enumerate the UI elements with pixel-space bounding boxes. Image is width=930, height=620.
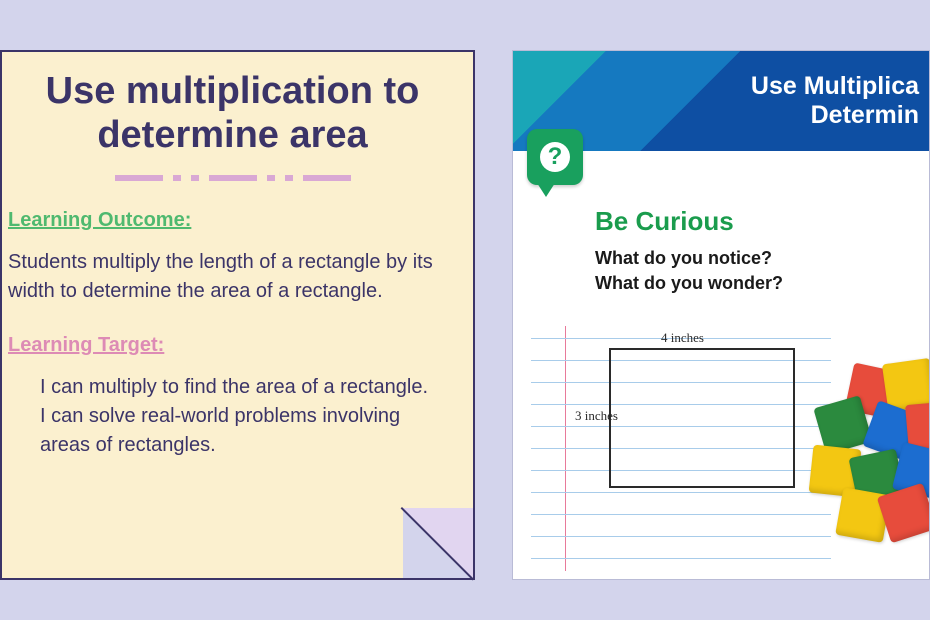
title-divider — [73, 173, 393, 183]
note-title: Use multiplication to determine area — [12, 70, 453, 157]
question-bubble-icon: ? — [527, 129, 583, 185]
textbook-preview: Use MultiplicaDetermin ? Be Curious What… — [512, 50, 930, 580]
prompt-text: What do you notice?What do you wonder? — [595, 246, 783, 296]
page-curl-icon — [403, 508, 475, 580]
outcome-label: Learning Outcome: — [8, 209, 453, 232]
target-item: I can solve real-world problems involvin… — [40, 402, 453, 460]
target-label: Learning Target: — [8, 334, 453, 357]
target-item: I can multiply to find the area of a rec… — [40, 373, 453, 402]
width-label: 4 inches — [661, 330, 704, 346]
height-label: 3 inches — [575, 408, 618, 424]
target-list: I can multiply to find the area of a rec… — [40, 373, 453, 460]
color-tiles-pile — [789, 361, 930, 551]
outcome-text: Students multiply the length of a rectan… — [8, 248, 453, 306]
question-mark-icon: ? — [540, 142, 570, 172]
banner-title: Use MultiplicaDetermin — [751, 72, 919, 130]
lesson-note-card: Use multiplication to determine area Lea… — [0, 50, 475, 580]
rectangle-figure — [609, 348, 795, 488]
be-curious-heading: Be Curious — [595, 206, 734, 237]
lined-paper: 4 inches 3 inches — [531, 326, 831, 571]
